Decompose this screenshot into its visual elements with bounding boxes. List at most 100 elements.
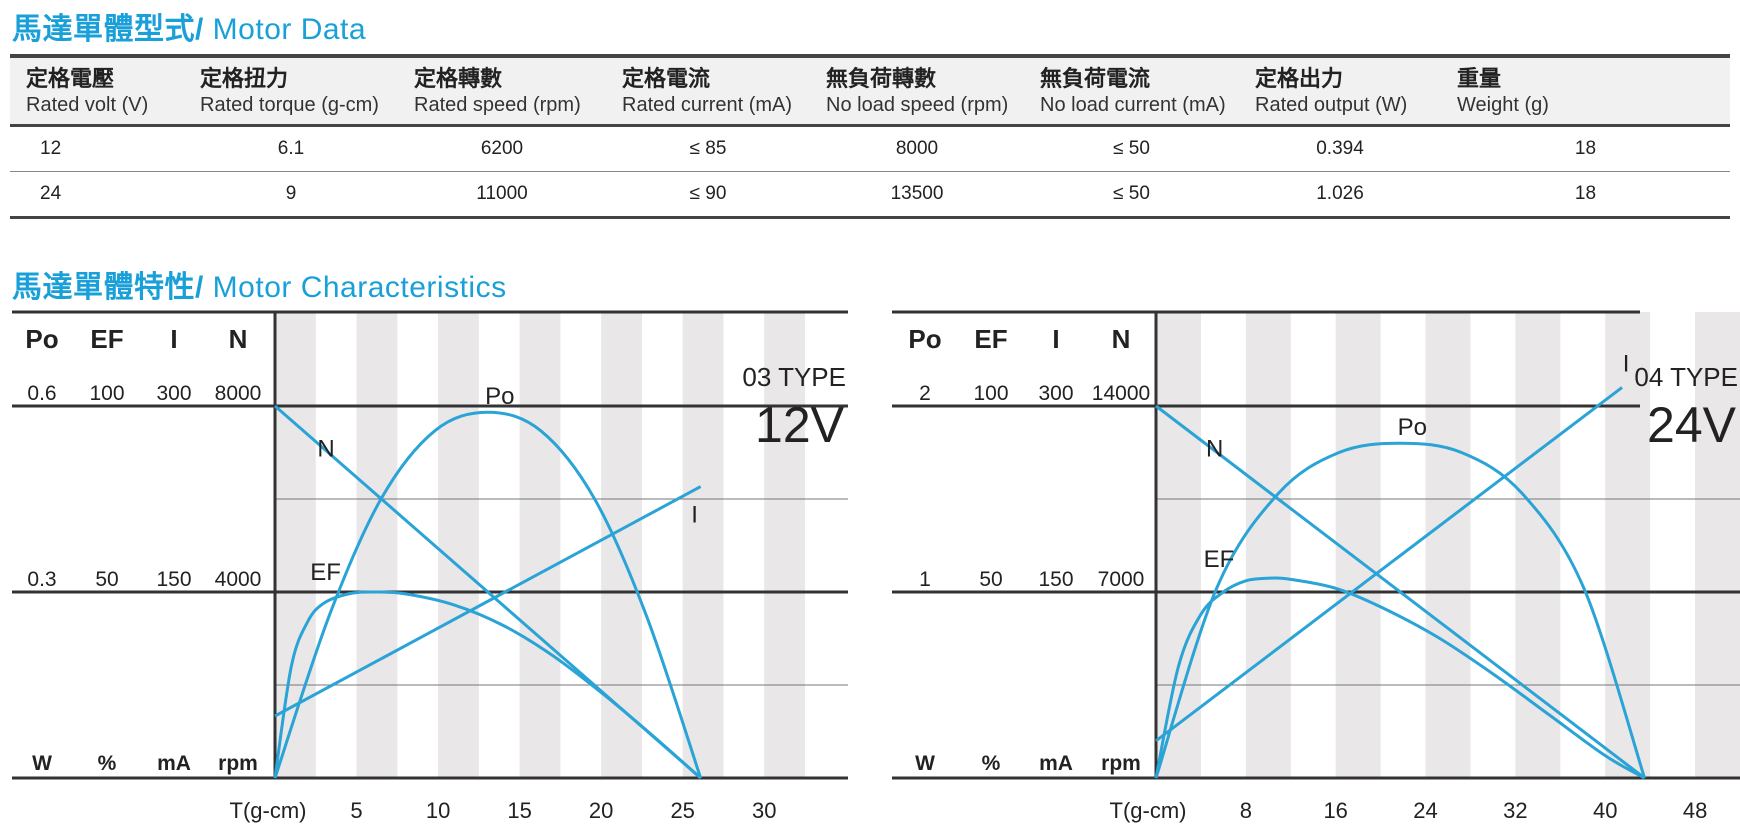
table-cell: ≤ 50: [1024, 171, 1239, 219]
grid-stripe: [682, 312, 724, 778]
axis-unit-label: %: [98, 752, 117, 775]
x-tick-label: 15: [507, 798, 531, 823]
axis-mid-label: 150: [1038, 568, 1073, 591]
motor-voltage-label: 12V: [755, 397, 845, 453]
axis-mid-label: 50: [979, 568, 1002, 591]
table-cell: 0.394: [1239, 125, 1441, 172]
col-header-no-load-current: 無負荷電流 No load current (mA): [1024, 54, 1239, 127]
series-i-line: [274, 485, 702, 718]
axis-max-label: 0.6: [27, 382, 56, 405]
table-cell: 12: [10, 125, 184, 172]
x-tick-label: 20: [589, 798, 613, 823]
col-header-rated-volt: 定格電壓 Rated volt (V): [10, 54, 184, 127]
grid-stripe: [1515, 312, 1561, 778]
axis-max-label: 100: [89, 382, 124, 405]
grid-stripe: [1335, 312, 1381, 778]
table-cell: ≤ 50: [1024, 125, 1239, 172]
axis-header-label: I: [170, 324, 177, 354]
table-cell: 6.1: [184, 125, 398, 172]
table-cell: 6200: [398, 125, 606, 172]
x-tick-label: 30: [752, 798, 776, 823]
series-label-n: N: [1206, 436, 1223, 463]
motor-characteristics-title: 馬達單體特性/ Motor Characteristics: [12, 262, 507, 306]
col-header-rated-output: 定格出力 Rated output (W): [1239, 54, 1441, 127]
grid-stripe: [519, 312, 561, 778]
grid-stripe: [275, 312, 316, 778]
table-cell: 18: [1441, 171, 1730, 219]
series-n-line: [1155, 404, 1646, 780]
x-tick-label: 16: [1323, 798, 1347, 823]
axis-unit-label: W: [915, 752, 935, 775]
x-axis-title: T(g-cm): [1110, 798, 1187, 823]
axis-unit-label: W: [32, 752, 52, 775]
axis-mid-label: 1: [919, 568, 931, 591]
motor-type-label: 04 TYPE: [1634, 362, 1738, 392]
axis-max-label: 8000: [215, 382, 262, 405]
col-header-rated-torque: 定格扭力 Rated torque (g-cm): [184, 54, 398, 127]
col-header-no-load-speed: 無負荷轉數 No load speed (rpm): [810, 54, 1024, 127]
series-label-po: Po: [1398, 414, 1427, 441]
axis-unit-label: mA: [1039, 752, 1073, 775]
table-cell: 8000: [810, 125, 1024, 172]
motor-chart-12v: Po EF I N 0.6 100 300 8000 0.3 50 150 4000 W% mA rpm T(…: [12, 310, 848, 823]
x-tick-label: 5: [350, 798, 362, 823]
x-tick-label: 25: [670, 798, 694, 823]
axis-header-label: EF: [974, 324, 1007, 354]
series-po-line: [273, 410, 703, 779]
grid-stripe: [356, 312, 398, 778]
table-cell: ≤ 90: [606, 171, 810, 219]
motor-data-title-en: Motor Data: [203, 13, 367, 46]
axis-max-label: 100: [973, 382, 1008, 405]
table-cell: 1.026: [1239, 171, 1441, 219]
motor-data-title: 馬達單體型式/ Motor Data: [12, 4, 366, 48]
grid-stripe: [764, 312, 805, 778]
series-i-line: [1155, 386, 1623, 742]
axis-header-label: N: [229, 324, 248, 354]
col-header-rated-current: 定格電流 Rated current (mA): [606, 54, 810, 127]
motor-characteristics-title-zh: 馬達單體特性/: [12, 271, 204, 304]
x-tick-label: 24: [1413, 798, 1437, 823]
axis-mid-label: 150: [156, 568, 191, 591]
grid-stripe: [1425, 312, 1471, 778]
series-po-line: [1154, 441, 1646, 779]
axis-max-label: 14000: [1092, 382, 1150, 405]
axis-header-label: I: [1052, 324, 1059, 354]
axis-unit-label: rpm: [218, 752, 258, 775]
axis-mid-label: 50: [95, 568, 118, 591]
series-label-n: N: [317, 436, 334, 463]
table-cell: 11000: [398, 171, 606, 219]
series-ef-line: [1154, 576, 1646, 780]
motor-data-table: 定格電壓 Rated volt (V) 定格扭力 Rated torque (g-c…: [10, 54, 1730, 219]
axis-header-label: Po: [25, 324, 58, 354]
series-label-i: I: [1623, 350, 1630, 377]
axis-unit-label: mA: [157, 752, 191, 775]
grid-stripe: [1695, 312, 1740, 778]
table-row: 12 6.1 6200 ≤ 85 8000 ≤ 50 0.394 18: [10, 125, 1730, 172]
axis-header-label: EF: [90, 324, 123, 354]
axis-mid-label: 4000: [215, 568, 262, 591]
x-tick-label: 32: [1503, 798, 1527, 823]
x-tick-label: 40: [1593, 798, 1617, 823]
motor-data-title-zh: 馬達單體型式/: [12, 13, 204, 46]
x-tick-label: 48: [1683, 798, 1707, 823]
axis-max-label: 2: [919, 382, 931, 405]
grid-stripe: [601, 312, 642, 778]
col-header-weight: 重量 Weight (g): [1441, 54, 1730, 127]
series-ef-line: [273, 590, 702, 780]
x-tick-label: 10: [426, 798, 450, 823]
series-label-ef: EF: [310, 559, 341, 586]
motor-type-label: 03 TYPE: [742, 362, 846, 392]
motor-voltage-label: 24V: [1647, 397, 1737, 453]
table-cell: 18: [1441, 125, 1730, 172]
axis-max-label: 300: [156, 382, 191, 405]
grid-stripe: [1156, 312, 1201, 778]
table-cell: 24: [10, 171, 184, 219]
grid-stripe: [1245, 312, 1291, 778]
series-label-i: I: [691, 502, 698, 529]
grid-stripe: [1605, 312, 1651, 778]
table-cell: 13500: [810, 171, 1024, 219]
series-label-ef: EF: [1204, 546, 1235, 573]
axis-header-label: Po: [908, 324, 941, 354]
axis-max-label: 300: [1038, 382, 1073, 405]
